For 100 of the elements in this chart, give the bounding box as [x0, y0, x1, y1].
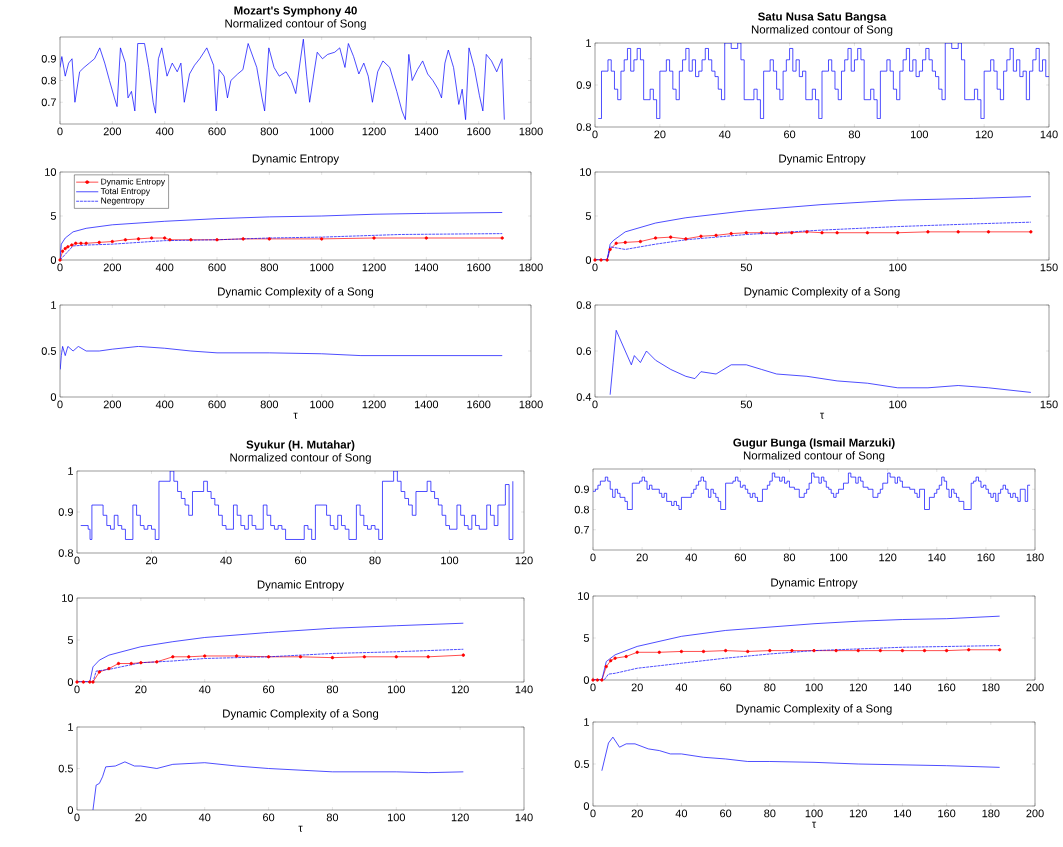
y-tick-label: 0 — [583, 676, 590, 684]
x-tick-label: 0 — [74, 685, 80, 694]
point — [330, 656, 335, 660]
x-tick-label: 120 — [451, 685, 469, 694]
point — [595, 678, 600, 682]
y-tick-label: 0.9 — [576, 81, 591, 89]
x-tick-label: 600 — [208, 400, 226, 409]
x-tick-label: 40 — [220, 556, 232, 565]
point — [63, 246, 67, 251]
point — [189, 238, 193, 242]
x-tick-label: 100 — [805, 683, 823, 692]
y-tick-label: 10 — [45, 168, 57, 176]
point — [723, 648, 728, 653]
point — [604, 664, 608, 669]
point — [75, 680, 79, 684]
point — [215, 238, 219, 242]
x-tick-label: 120 — [975, 130, 993, 139]
point — [774, 231, 779, 236]
point — [699, 234, 703, 238]
chart-title: Mozart's Symphony 40 — [234, 6, 357, 17]
point — [426, 655, 430, 659]
y-tick-label: 0.7 — [41, 98, 56, 107]
x-tick-label: 60 — [720, 683, 732, 692]
x-axis-title: τ — [293, 412, 298, 419]
point — [591, 678, 595, 682]
y-tick-label: 10 — [578, 592, 590, 600]
x-tick-label: 200 — [103, 400, 122, 409]
x-tick-label: 400 — [155, 127, 174, 136]
chart-title: Dynamic Entropy — [771, 578, 858, 589]
point — [163, 236, 167, 240]
x-tick-label: 20 — [135, 685, 147, 694]
x-tick-label: 800 — [260, 400, 279, 409]
point — [967, 648, 971, 652]
point — [669, 235, 673, 239]
point — [998, 648, 1002, 652]
x-axis-title: τ — [812, 821, 817, 828]
x-axis-title: τ — [298, 825, 303, 832]
y-tick-label: 0.8 — [574, 505, 589, 514]
x-tick-label: 60 — [263, 685, 275, 694]
line-series — [60, 38, 505, 120]
point — [856, 648, 860, 653]
chart-title: Syukur (H. Mutahar) — [246, 440, 355, 451]
chart-subtitle: Normalized contour of Song — [743, 451, 885, 462]
chart-title: Dynamic Entropy — [779, 154, 866, 165]
x-tick-label: 40 — [198, 685, 211, 694]
point — [729, 231, 733, 236]
point — [461, 653, 465, 657]
y-tick-label: 5 — [585, 212, 592, 220]
x-tick-label: 140 — [894, 809, 912, 818]
point — [714, 233, 718, 238]
x-tick-label: 60 — [263, 813, 275, 822]
chart-title: Dynamic Complexity of a Song — [736, 704, 892, 715]
point — [235, 654, 239, 658]
x-tick-label: 180 — [982, 809, 1000, 818]
point — [320, 237, 324, 241]
point — [66, 245, 70, 249]
chart-title: Dynamic Entropy — [252, 154, 340, 165]
point — [834, 648, 838, 653]
x-tick-label: 50 — [740, 400, 752, 409]
point — [768, 648, 772, 653]
x-tick-label: 180 — [1026, 553, 1044, 562]
x-tick-label: 20 — [631, 683, 643, 692]
point — [701, 649, 706, 654]
point — [424, 236, 428, 240]
x-tick-label: 140 — [928, 553, 946, 562]
line-series — [609, 329, 1032, 396]
y-tick-label: 5 — [67, 636, 74, 644]
point — [155, 660, 159, 664]
x-tick-label: 140 — [894, 683, 912, 692]
point — [638, 239, 643, 244]
point — [129, 661, 133, 666]
y-tick-label: 10 — [580, 168, 592, 176]
x-tick-label: 100 — [889, 400, 907, 409]
point — [81, 680, 86, 684]
chart-title: Dynamic Complexity of a Song — [218, 287, 374, 298]
chart-title: Dynamic Entropy — [257, 580, 345, 591]
x-tick-label: 120 — [451, 813, 469, 822]
y-tick-label: 0.6 — [576, 347, 591, 355]
chart-title: Dynamic Complexity of a Song — [744, 287, 900, 298]
x-tick-label: 20 — [631, 809, 643, 818]
point — [267, 237, 271, 241]
x-tick-label: 50 — [740, 263, 752, 272]
point — [187, 655, 191, 659]
x-tick-label: 200 — [1026, 683, 1044, 692]
point — [926, 230, 930, 234]
point — [149, 236, 154, 240]
x-tick-label: 0 — [74, 813, 80, 822]
x-tick-label: 1400 — [414, 127, 439, 136]
point — [70, 243, 74, 247]
point — [635, 650, 639, 654]
x-tick-label: 80 — [764, 683, 776, 692]
point — [139, 661, 143, 665]
chart-subtitle: Normalized contour of Song — [751, 25, 893, 36]
point — [657, 650, 661, 654]
x-tick-label: 40 — [198, 813, 211, 822]
y-tick-label: 0.9 — [58, 508, 73, 516]
chart-subtitle: Normalized contour of Song — [225, 19, 366, 30]
x-tick-label: 160 — [977, 553, 995, 562]
x-tick-label: 40 — [675, 809, 688, 818]
x-tick-label: 1600 — [467, 263, 491, 272]
